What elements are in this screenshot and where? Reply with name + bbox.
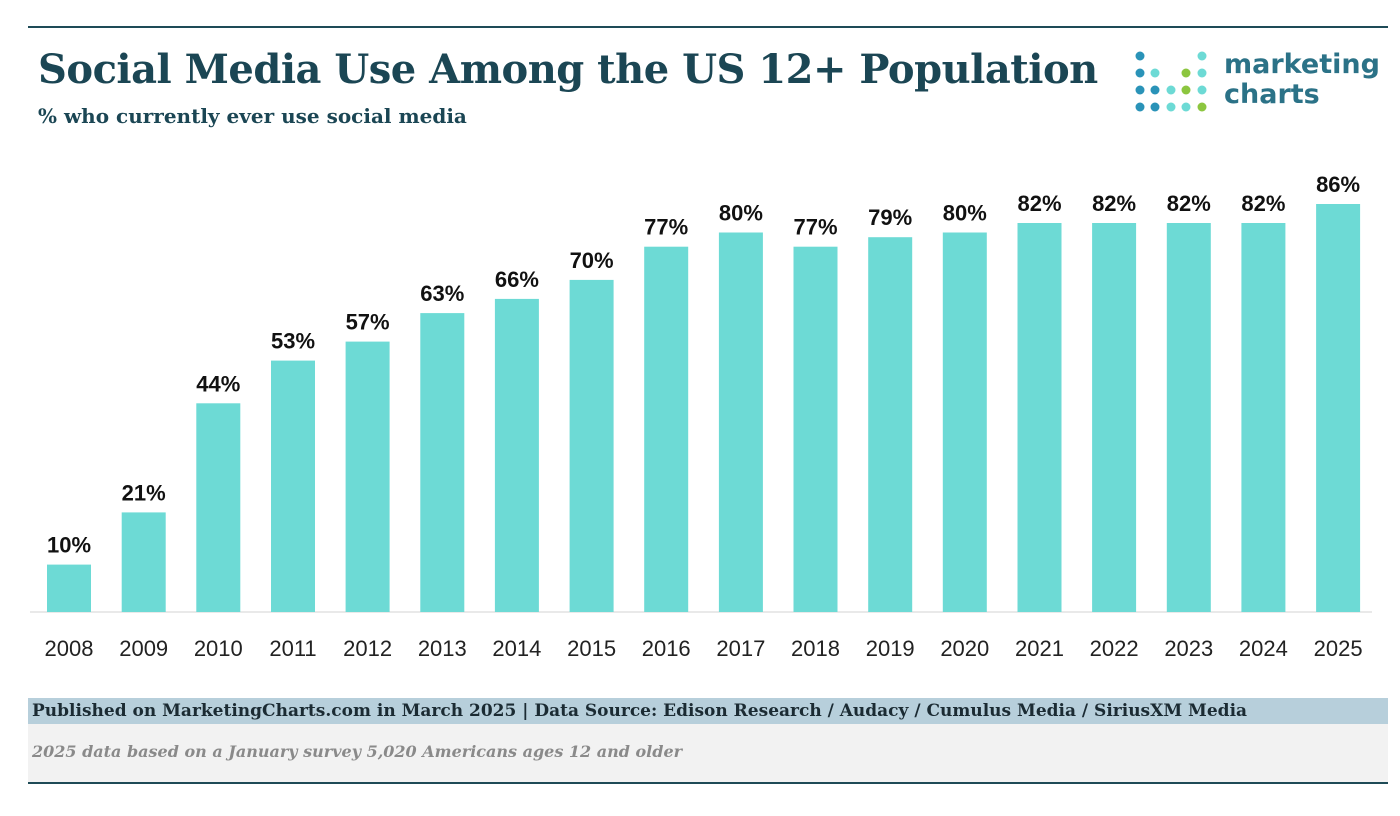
bar-2014 bbox=[494, 298, 539, 612]
x-tick-label-2019: 2019 bbox=[866, 636, 915, 661]
x-tick-label-2023: 2023 bbox=[1164, 636, 1213, 661]
bar-2020 bbox=[942, 232, 987, 612]
bar-2021 bbox=[1017, 223, 1062, 612]
data-label-2016: 77% bbox=[644, 215, 688, 240]
bottom-rule bbox=[28, 782, 1388, 784]
data-label-2017: 80% bbox=[719, 201, 763, 226]
data-label-2012: 57% bbox=[346, 310, 390, 335]
bar-2017 bbox=[718, 232, 763, 612]
marketingcharts-logo[interactable]: marketing charts bbox=[1134, 48, 1384, 118]
bar-2010 bbox=[196, 403, 241, 612]
x-tick-label-2020: 2020 bbox=[940, 636, 989, 661]
bar-2012 bbox=[345, 341, 390, 612]
bar-2009 bbox=[121, 512, 166, 612]
bar-2018 bbox=[793, 246, 838, 612]
logo-text-line2: charts bbox=[1224, 79, 1320, 110]
bar-2024 bbox=[1241, 223, 1286, 612]
x-tick-label-2022: 2022 bbox=[1090, 636, 1139, 661]
bar-chart: 10% 2008 21% 2009 44% 2010 53% 2011 57% 2012 63% 20… bbox=[30, 172, 1372, 661]
logo-wordmark: marketing charts bbox=[1224, 50, 1380, 110]
logo-dots-icon bbox=[1135, 51, 1207, 112]
data-label-2018: 77% bbox=[793, 215, 837, 240]
data-label-2015: 70% bbox=[570, 248, 614, 273]
footer-note: 2025 data based on a January survey 5,02… bbox=[32, 742, 683, 761]
chart-subtitle: % who currently ever use social media bbox=[38, 104, 467, 128]
bar-2022 bbox=[1092, 223, 1137, 612]
x-tick-label-2010: 2010 bbox=[194, 636, 243, 661]
data-label-2020: 80% bbox=[943, 201, 987, 226]
bar-2015 bbox=[569, 279, 614, 612]
bar-2016 bbox=[644, 246, 689, 612]
x-tick-label-2016: 2016 bbox=[642, 636, 691, 661]
x-tick-label-2017: 2017 bbox=[716, 636, 765, 661]
x-tick-label-2014: 2014 bbox=[492, 636, 541, 661]
data-label-2019: 79% bbox=[868, 205, 912, 230]
data-label-2024: 82% bbox=[1241, 191, 1285, 216]
data-label-2014: 66% bbox=[495, 267, 539, 292]
data-label-2021: 82% bbox=[1017, 191, 1061, 216]
logo-text-line1: marketing bbox=[1224, 49, 1380, 80]
bar-2013 bbox=[420, 313, 465, 612]
data-label-2013: 63% bbox=[420, 281, 464, 306]
x-tick-label-2018: 2018 bbox=[791, 636, 840, 661]
data-label-2023: 82% bbox=[1167, 191, 1211, 216]
x-tick-label-2009: 2009 bbox=[119, 636, 168, 661]
bar-2023 bbox=[1166, 223, 1211, 612]
bar-2008 bbox=[47, 564, 91, 612]
x-tick-label-2012: 2012 bbox=[343, 636, 392, 661]
x-tick-label-2024: 2024 bbox=[1239, 636, 1288, 661]
data-label-2008: 10% bbox=[47, 533, 91, 558]
x-tick-label-2013: 2013 bbox=[418, 636, 467, 661]
chart-title: Social Media Use Among the US 12+ Popula… bbox=[38, 46, 1098, 93]
bar-2011 bbox=[271, 360, 315, 612]
bar-series: 10% 2008 21% 2009 44% 2010 53% 2011 57% 2012 63% 20… bbox=[45, 172, 1363, 661]
bar-2025 bbox=[1316, 204, 1361, 612]
x-tick-label-2025: 2025 bbox=[1314, 636, 1363, 661]
x-tick-label-2011: 2011 bbox=[269, 636, 316, 661]
data-label-2022: 82% bbox=[1092, 191, 1136, 216]
footer-source: Published on MarketingCharts.com in Marc… bbox=[28, 698, 1388, 724]
top-rule bbox=[28, 26, 1388, 28]
footer: Published on MarketingCharts.com in Marc… bbox=[28, 698, 1388, 782]
data-label-2011: 53% bbox=[271, 329, 315, 354]
data-label-2009: 21% bbox=[122, 480, 166, 505]
x-tick-label-2015: 2015 bbox=[567, 636, 616, 661]
x-tick-label-2008: 2008 bbox=[45, 636, 94, 661]
bar-2019 bbox=[868, 237, 913, 612]
x-tick-label-2021: 2021 bbox=[1015, 636, 1064, 661]
data-label-2025: 86% bbox=[1316, 172, 1360, 197]
data-label-2010: 44% bbox=[196, 371, 240, 396]
